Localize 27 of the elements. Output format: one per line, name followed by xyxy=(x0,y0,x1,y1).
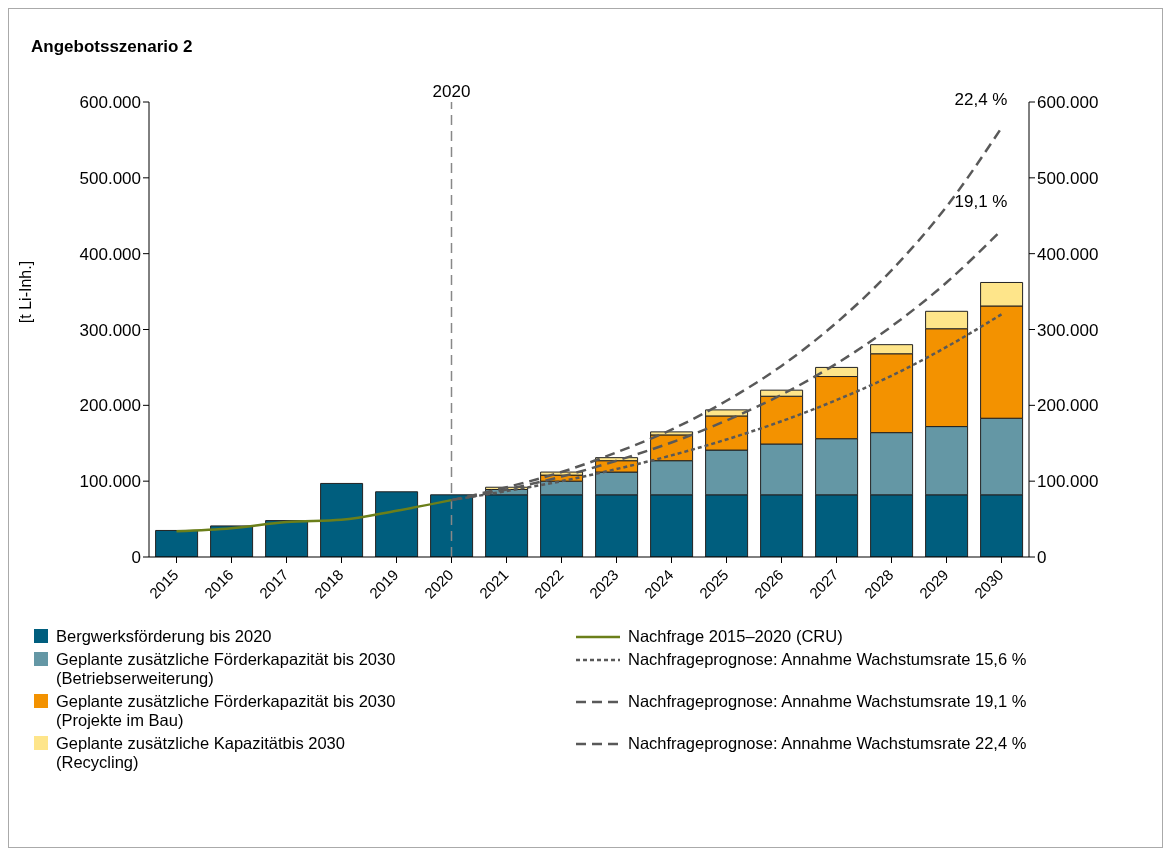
y-tick-label: 600.000 xyxy=(79,93,141,113)
y-axis-title: [t Li-Inh.] xyxy=(17,260,35,324)
legend-label: Geplante zusätzliche Förderkapazität bis 2030 (Projekte im Bau) xyxy=(56,692,397,730)
legend-label: Nachfrage 2015–2020 (CRU) xyxy=(628,627,843,646)
y2-tick-label: 400.000 xyxy=(1037,244,1099,264)
ref-line-label: 2020 xyxy=(432,82,471,101)
annotation: 19,1 % xyxy=(954,192,1008,212)
y2-tick-label: 300.000 xyxy=(1037,320,1099,340)
y2-tick-label: 600.000 xyxy=(1037,93,1099,113)
y-tick-label: 500.000 xyxy=(79,168,141,188)
y-tick-label: 0 xyxy=(131,548,141,568)
y2-tick-label: 200.000 xyxy=(1037,396,1099,416)
legend-label: Geplante zusätzliche Kapazitätbis 2030 (Recycling) xyxy=(56,734,346,772)
annotation: 22,4 % xyxy=(954,89,1008,109)
legend-label: Nachfrageprognose: Annahme Wachstumsrate 15,6 % xyxy=(628,650,1027,669)
y-tick-label: 300.000 xyxy=(79,320,141,340)
y2-tick-label: 500.000 xyxy=(1037,168,1099,188)
y-tick-label: 200.000 xyxy=(79,396,141,416)
chart-title: Angebotsszenario 2 xyxy=(31,37,194,57)
legend-label: Bergwerksförderung bis 2020 xyxy=(56,627,272,646)
y2-tick-label: 0 xyxy=(1037,548,1047,568)
y2-tick-label: 100.000 xyxy=(1037,472,1099,492)
legend-label: Geplante zusätzliche Förderkapazität bis 2030 (Betriebserweiterung) xyxy=(56,650,397,688)
legend-label: Nachfrageprognose: Annahme Wachstumsrate 22,4 % xyxy=(628,734,1027,753)
y-tick-label: 400.000 xyxy=(79,244,141,264)
y-tick-label: 100.000 xyxy=(79,472,141,492)
legend-label: Nachfrageprognose: Annahme Wachstumsrate 19,1 % xyxy=(628,692,1027,711)
